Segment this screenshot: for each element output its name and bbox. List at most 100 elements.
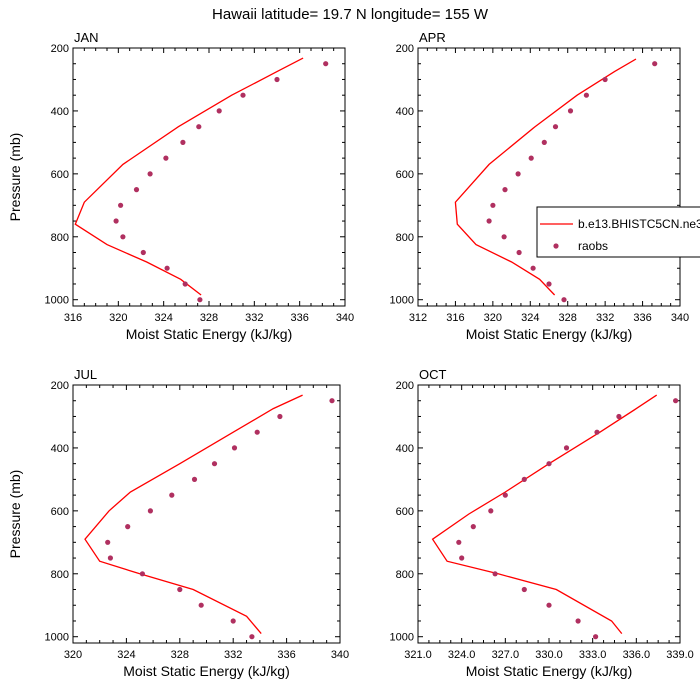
x-tick-label: 336 <box>290 312 308 324</box>
y-tick-label: 600 <box>396 506 414 518</box>
raobs-point <box>546 281 552 287</box>
raobs-point <box>652 61 658 67</box>
raobs-point <box>180 139 186 145</box>
raobs-point <box>502 187 508 193</box>
y-tick-label: 400 <box>396 443 414 455</box>
model-series-line <box>431 394 658 635</box>
raobs-point <box>546 461 552 467</box>
raobs-point <box>113 218 119 224</box>
y-axis-label: Pressure (mb) <box>7 470 23 559</box>
plot-frame <box>72 47 346 307</box>
raobs-point <box>521 586 527 593</box>
raobs-point <box>147 508 153 514</box>
raobs-point <box>216 108 222 114</box>
raobs-point <box>169 492 175 498</box>
panel-title: JAN <box>74 30 99 45</box>
y-tick-label: 400 <box>51 106 69 118</box>
panel-jul: JUL 320 324 328 332 336 340 200 400 600 800 1000 Moi… <box>7 367 349 679</box>
y-tick-label: 800 <box>396 232 414 244</box>
raobs-point <box>240 92 246 98</box>
model-series-line <box>454 58 637 296</box>
raobs-point <box>118 202 124 208</box>
x-tick-label: 320 <box>484 312 502 324</box>
y-tick-label: 600 <box>51 169 69 181</box>
raobs-point <box>323 61 329 67</box>
panel-title: APR <box>419 30 446 45</box>
x-tick-label: 316 <box>446 312 464 324</box>
legend-model-label: b.e13.BHISTC5CN.ne30_g16.sehires38.003 <box>578 217 700 231</box>
x-tick-label: 332 <box>224 649 242 661</box>
figure-title: Hawaii latitude= 19.7 N longitude= 155 W <box>212 6 489 23</box>
x-tick-label: 336.0 <box>623 649 651 661</box>
x-tick-label: 324 <box>117 649 135 661</box>
x-tick-label: 336 <box>277 649 295 661</box>
y-tick-label: 800 <box>396 569 414 581</box>
raobs-point <box>198 602 204 608</box>
raobs-point <box>492 571 498 577</box>
legend: b.e13.BHISTC5CN.ne30_g16.sehires38.003ra… <box>536 206 700 258</box>
raobs-point <box>125 524 131 530</box>
raobs-point <box>470 524 476 530</box>
raobs-point <box>516 249 522 256</box>
y-tick-label: 200 <box>396 43 414 55</box>
x-tick-label: 327.0 <box>492 649 520 661</box>
panel-title: JUL <box>74 367 97 382</box>
y-tick-label: 1000 <box>390 295 414 307</box>
x-tick-label: 332 <box>245 312 263 324</box>
raobs-point <box>594 429 600 435</box>
plot-frame <box>72 384 341 644</box>
raobs-point <box>502 492 508 498</box>
x-tick-label: 316 <box>64 312 82 324</box>
raobs-point <box>488 508 494 514</box>
model-series-line <box>74 57 304 296</box>
plot-frame <box>417 47 681 307</box>
raobs-point <box>196 124 202 130</box>
raobs-point <box>274 76 280 83</box>
x-tick-label: 340 <box>331 649 349 661</box>
panel-oct: OCT 321.0 324.0 327.0 330.0 333.0 336.0 339.0 20… <box>390 367 694 679</box>
raobs-point <box>593 634 599 640</box>
raobs-point <box>552 124 559 130</box>
x-tick-label: 332 <box>596 312 614 324</box>
raobs-point <box>120 234 126 240</box>
raobs-point <box>182 281 188 287</box>
x-tick-label: 320 <box>109 312 127 324</box>
x-tick-label: 328 <box>171 649 189 661</box>
panel-title: OCT <box>419 367 447 382</box>
raobs-point <box>163 155 169 161</box>
raobs-point <box>191 476 198 482</box>
raobs-point <box>147 171 153 177</box>
raobs-point <box>546 602 552 608</box>
raobs-point <box>139 571 145 577</box>
x-tick-label: 321.0 <box>404 649 432 661</box>
raobs-point <box>211 461 218 467</box>
raobs-point <box>140 249 146 256</box>
y-tick-label: 400 <box>396 106 414 118</box>
raobs-point <box>105 539 111 545</box>
raobs-point <box>673 398 679 404</box>
raobs-point <box>602 76 608 83</box>
x-tick-label: 333.0 <box>579 649 607 661</box>
x-tick-label: 324 <box>154 312 172 324</box>
raobs-point <box>107 555 113 561</box>
x-tick-label: 340 <box>336 312 354 324</box>
y-tick-label: 400 <box>51 443 69 455</box>
x-axis-label: Moist Static Energy (kJ/kg) <box>466 663 633 679</box>
raobs-point <box>277 413 283 420</box>
raobs-point <box>575 618 581 624</box>
raobs-point <box>561 297 567 303</box>
raobs-point <box>583 92 590 98</box>
x-tick-label: 320 <box>64 649 82 661</box>
raobs-point <box>164 265 170 271</box>
raobs-point <box>177 586 183 593</box>
raobs-point <box>459 555 465 561</box>
raobs-point <box>230 618 236 624</box>
y-tick-label: 800 <box>51 569 69 581</box>
raobs-point <box>456 539 462 545</box>
x-tick-label: 336 <box>633 312 651 324</box>
raobs-point <box>197 297 203 303</box>
raobs-point <box>490 202 496 208</box>
x-tick-label: 339.0 <box>666 649 694 661</box>
panel-jan: JAN 316 320 324 328 332 336 340 200 400 600 800 1000… <box>7 30 354 342</box>
